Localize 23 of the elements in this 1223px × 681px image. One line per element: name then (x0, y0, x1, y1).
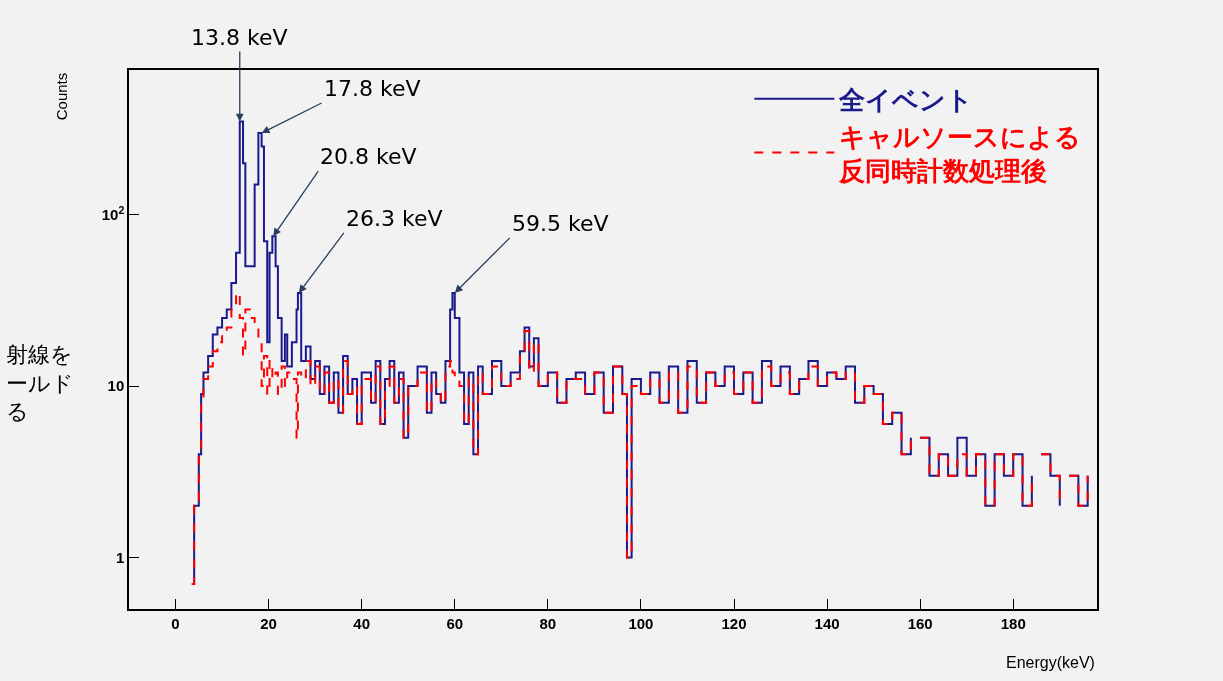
legend-label: 全イベント (838, 84, 974, 115)
x-tick-label: 100 (628, 614, 654, 632)
y-tick-label: 10 (107, 377, 125, 395)
annotation: 59.5 keV (512, 211, 609, 236)
x-tick-label: 180 (1000, 614, 1026, 632)
y-tick-label: 10$^{2}$ (101, 203, 125, 224)
x-tick-label: 60 (446, 614, 464, 632)
x-tick-label: 80 (539, 614, 557, 632)
x-tick-label: 0 (171, 614, 180, 632)
text: 射線をールドる (6, 342, 74, 425)
y-tick-label: 1 (115, 548, 125, 566)
x-tick-label: 160 (907, 614, 933, 632)
annotation: 13.8 keV (191, 25, 288, 50)
x-tick-label: 40 (353, 614, 371, 632)
annotation: 17.8 keV (324, 76, 421, 101)
x-tick-label: 20 (260, 614, 277, 632)
annotation: 26.3 keV (346, 206, 443, 231)
x-tick-label: 120 (721, 614, 747, 632)
legend-label: キャルソースによる反同時計数処理後 (838, 121, 1082, 186)
y-axis-title: Counts (53, 72, 71, 121)
x-axis-title: Energy(keV) (1006, 654, 1095, 671)
annotation: 20.8 keV (320, 144, 417, 169)
x-tick-label: 140 (814, 614, 840, 632)
